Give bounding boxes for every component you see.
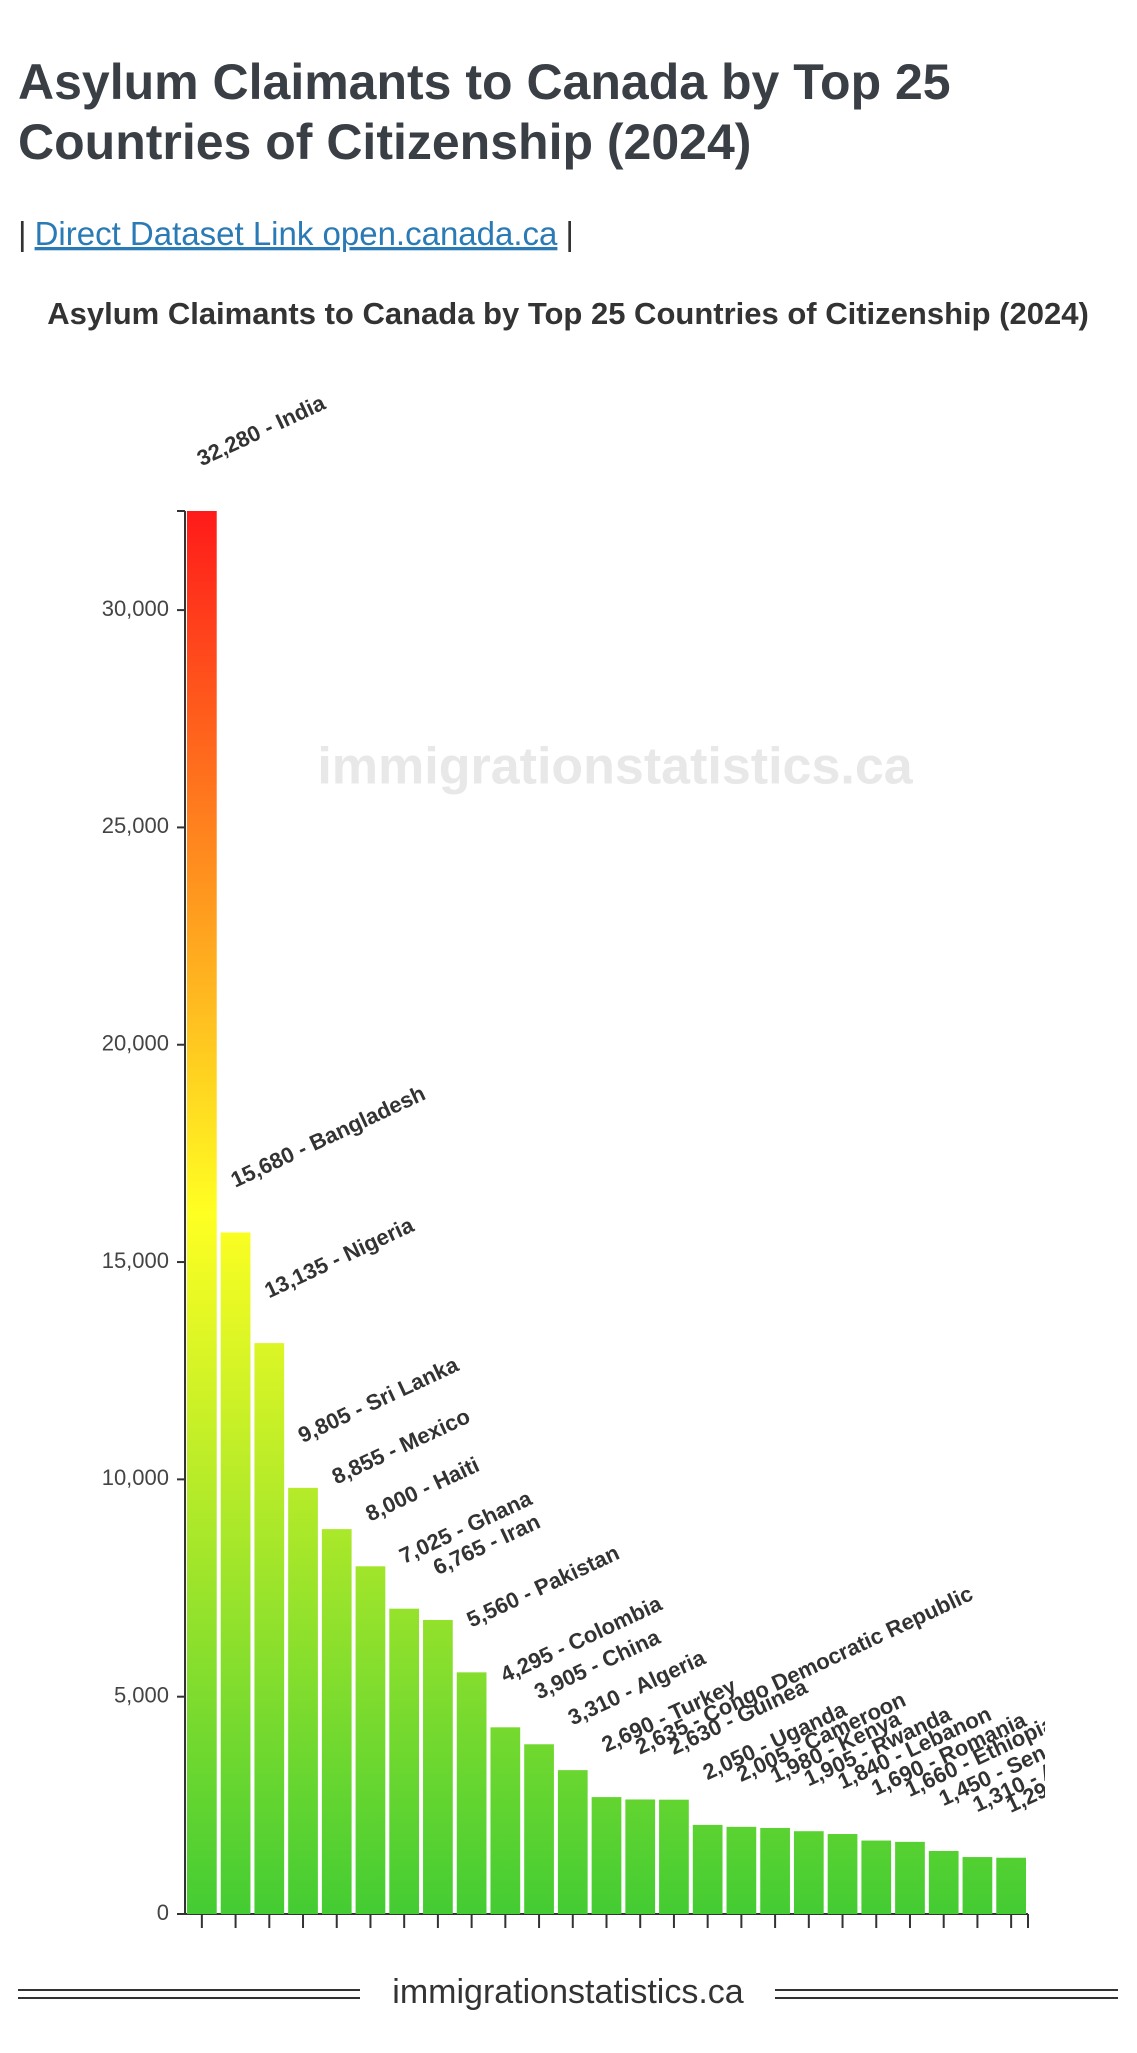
value-label-number: 5,560 xyxy=(463,1586,523,1632)
bar xyxy=(456,1672,487,1914)
bar xyxy=(591,1797,622,1914)
page-title: Asylum Claimants to Canada by Top 25 Coun… xyxy=(18,54,951,170)
bar xyxy=(423,1619,453,1914)
bar xyxy=(355,1566,386,1914)
bar xyxy=(760,1827,790,1914)
bar xyxy=(524,1744,554,1914)
bar xyxy=(389,1608,420,1914)
bar xyxy=(625,1799,656,1914)
bar xyxy=(321,1529,352,1914)
value-label-country: Afghanistan xyxy=(1035,1709,1137,1785)
bar xyxy=(827,1834,858,1914)
link-suffix: | xyxy=(565,215,574,252)
bar xyxy=(928,1850,959,1914)
watermark: immigrationstatistics.ca xyxy=(317,738,913,796)
value-label-country: India xyxy=(272,389,330,434)
bar xyxy=(490,1727,521,1914)
value-label-number: 15,680 xyxy=(227,1141,299,1192)
y-tick-label: 30,000 xyxy=(102,596,169,621)
value-label: 32,280 - India xyxy=(193,389,330,470)
y-tick-label: 15,000 xyxy=(102,1248,169,1273)
bar xyxy=(254,1343,285,1914)
bar xyxy=(895,1841,925,1914)
bar xyxy=(659,1799,689,1914)
value-label: 15,680 - Bangladesh xyxy=(227,1080,429,1192)
value-label-number: 9,805 xyxy=(294,1402,354,1448)
value-label-country: Bangladesh xyxy=(305,1080,429,1155)
value-label-country: Haiti xyxy=(429,1452,483,1495)
bar xyxy=(288,1487,318,1914)
bar xyxy=(220,1232,251,1914)
value-label-number: 8,000 xyxy=(362,1480,422,1526)
y-tick-label: 20,000 xyxy=(102,1031,169,1056)
value-label-country: Chad xyxy=(1070,1740,1130,1786)
dataset-link[interactable]: Direct Dataset Link open.canada.ca xyxy=(35,215,558,252)
footer-text: immigrationstatistics.ca xyxy=(392,1973,744,2011)
value-label-country: Mexico xyxy=(396,1403,474,1457)
value-label-number: 13,135 xyxy=(260,1252,332,1303)
chart-title: Asylum Claimants to Canada by Top 25 Cou… xyxy=(47,296,1089,331)
value-label-number: 32,280 xyxy=(193,420,265,471)
bar xyxy=(996,1857,1026,1914)
value-label-country: Nigeria xyxy=(339,1212,418,1267)
link-prefix: | xyxy=(18,215,27,252)
value-label-country: Sri Lanka xyxy=(362,1351,463,1416)
bar xyxy=(557,1770,588,1914)
bar xyxy=(793,1831,824,1914)
bar xyxy=(187,511,217,1914)
link-line: | Direct Dataset Link open.canada.ca | xyxy=(18,215,574,252)
value-label: 2,050 - Uganda xyxy=(699,1696,851,1785)
value-label: 13,135 - Nigeria xyxy=(260,1212,418,1303)
y-tick-label: 0 xyxy=(157,1900,169,1925)
bar xyxy=(692,1824,723,1914)
y-tick-label: 25,000 xyxy=(102,813,169,838)
bar xyxy=(726,1826,757,1914)
bar xyxy=(861,1840,892,1914)
value-label-separator: - xyxy=(1052,1763,1080,1794)
y-tick-label: 5,000 xyxy=(114,1682,169,1707)
y-tick-label: 10,000 xyxy=(102,1465,169,1490)
value-label-country: Pakistan xyxy=(530,1540,623,1601)
value-label-number: 3,310 xyxy=(564,1684,624,1730)
value-label-number: 8,855 xyxy=(328,1443,388,1489)
bar xyxy=(962,1857,993,1914)
